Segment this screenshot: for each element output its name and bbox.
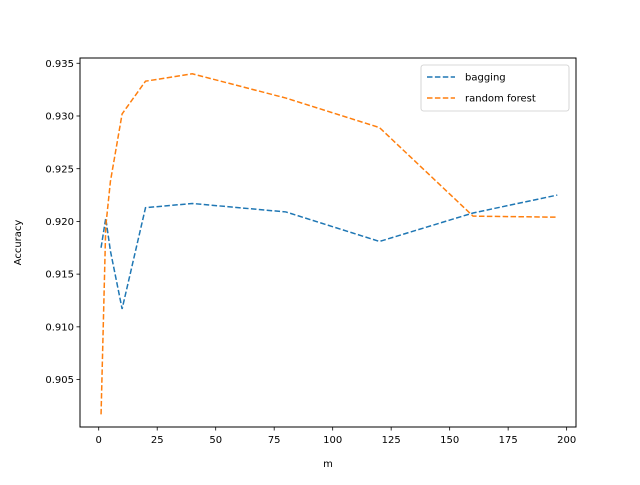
x-tick-label: 125 <box>382 435 401 446</box>
series-layer <box>100 73 558 415</box>
legend: bagging random forest <box>420 64 570 112</box>
x-tick-label: 200 <box>557 435 576 446</box>
x-tick-label: 25 <box>151 435 164 446</box>
x-tick-label: 150 <box>440 435 459 446</box>
legend-label-random-forest: random forest <box>465 94 536 105</box>
legend-box <box>420 64 570 112</box>
axes-frame <box>79 57 577 428</box>
y-axis: 0.905 0.910 0.915 0.920 0.925 0.930 0.935 <box>45 59 80 386</box>
x-tick-label: 100 <box>323 435 342 446</box>
x-tick-label: 175 <box>499 435 518 446</box>
y-tick-label: 0.910 <box>45 322 74 333</box>
x-axis-label: m <box>323 459 333 470</box>
x-axis: 0 25 50 75 100 125 150 175 200 <box>96 427 576 446</box>
x-tick-label: 75 <box>268 435 281 446</box>
legend-label-bagging: bagging <box>465 73 506 84</box>
x-tick-label: 50 <box>209 435 222 446</box>
y-tick-label: 0.920 <box>45 217 74 228</box>
y-tick-label: 0.930 <box>45 112 74 123</box>
y-tick-label: 0.935 <box>45 59 74 70</box>
series-line-random-forest <box>100 73 558 415</box>
y-axis-label: Accuracy <box>13 220 24 266</box>
series-line-bagging <box>100 194 558 310</box>
y-tick-label: 0.905 <box>45 375 74 386</box>
y-tick-label: 0.915 <box>45 270 74 281</box>
x-tick-label: 0 <box>96 435 102 446</box>
y-tick-label: 0.925 <box>45 164 74 175</box>
